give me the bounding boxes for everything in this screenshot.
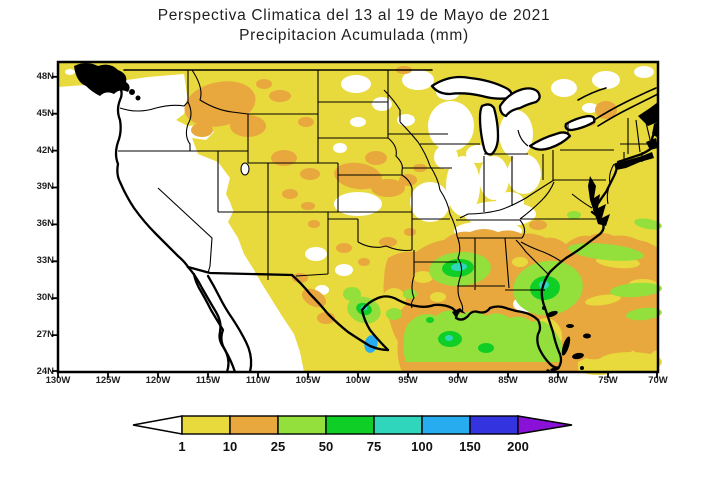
lon-label-80w: 80W (548, 375, 568, 386)
lon-label-125w: 125W (95, 375, 121, 386)
state-boundary-lines (118, 69, 656, 313)
colorbar-label-150: 150 (459, 439, 481, 454)
lon-label-105w: 105W (295, 375, 321, 386)
colorbar-seg-100 (421, 415, 471, 435)
lon-label-95w: 95W (398, 375, 418, 386)
precip-fill-yellow-overlay (229, 162, 255, 218)
colorbar-above-max-arrow (517, 415, 573, 435)
colorbar-seg-10 (229, 415, 279, 435)
lat-label-30n: 30N (36, 292, 54, 303)
page-subtitle: Precipitacion Acumulada (mm) (239, 27, 469, 44)
precip-fill-lightgreen (343, 211, 662, 362)
lon-label-75w: 75W (598, 375, 618, 386)
colorbar-label-50: 50 (319, 439, 333, 454)
lat-label-24n: 24N (36, 366, 54, 377)
lon-label-100w: 100W (345, 375, 371, 386)
canada-border-lines (123, 69, 659, 127)
us-precipitation-map (52, 60, 662, 378)
colorbar-seg-75 (373, 415, 423, 435)
colorbar-labels: 1 10 25 50 75 100 150 200 (178, 439, 528, 454)
precip-fill-dry-white (58, 66, 654, 372)
colorbar-label-25: 25 (271, 439, 285, 454)
lat-label-48n: 48N (36, 71, 54, 82)
lat-label-27n: 27N (36, 329, 54, 340)
lon-label-115w: 115W (195, 375, 221, 386)
lat-label-33n: 33N (36, 255, 54, 266)
precipitation-colorbar: 1 10 25 50 75 100 150 200 (132, 415, 573, 454)
lat-label-45n: 45N (36, 108, 54, 119)
colorbar-seg-1 (181, 415, 231, 435)
lat-label-42n: 42N (36, 145, 54, 156)
lon-label-90w: 90W (448, 375, 468, 386)
page-title: Perspectiva Climatica del 13 al 19 de Ma… (157, 7, 551, 24)
lat-label-36n: 36N (36, 218, 54, 229)
lon-label-70w: 70W (648, 375, 668, 386)
colorbar-label-200: 200 (507, 439, 529, 454)
colorbar-label-1: 1 (178, 439, 185, 454)
colorbar-label-10: 10 (223, 439, 237, 454)
lon-label-85w: 85W (498, 375, 518, 386)
lat-label-39n: 39N (36, 181, 54, 192)
map-frame (52, 60, 660, 378)
lon-label-110w: 110W (245, 375, 271, 386)
colorbar-seg-50 (325, 415, 375, 435)
colorbar-below-min-arrow (132, 415, 183, 435)
colorbar-seg-150 (469, 415, 519, 435)
lon-label-130w: 130W (45, 375, 71, 386)
colorbar-label-100: 100 (411, 439, 433, 454)
lon-label-120w: 120W (145, 375, 171, 386)
colorbar-seg-25 (277, 415, 327, 435)
colorbar-label-75: 75 (367, 439, 381, 454)
